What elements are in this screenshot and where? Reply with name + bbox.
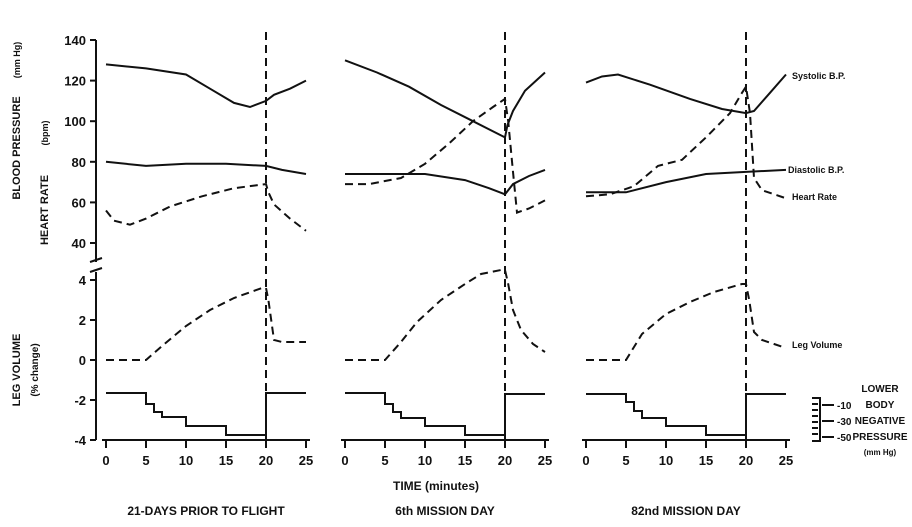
x-tick-label: 10 [418, 453, 432, 468]
heart-rate-line [105, 182, 307, 232]
panel-title: 82nd MISSION DAY [631, 504, 741, 518]
x-tick-label: 15 [458, 453, 472, 468]
x-tick-label: 15 [699, 453, 713, 468]
upper-y-unit-hr: (bpm) [40, 121, 50, 146]
leg-volume-line [345, 269, 546, 361]
lbnp-level-30: -30 [837, 417, 852, 428]
upper-y-tick-label: 40 [72, 236, 86, 251]
x-tick-label: 10 [179, 453, 193, 468]
panel-title: 6th MISSION DAY [395, 504, 495, 518]
lbnp-level-10: -10 [837, 401, 852, 412]
label-diastolic: Diastolic B.P. [788, 165, 844, 175]
heart-rate-line [585, 83, 787, 200]
label-systolic: Systolic B.P. [792, 71, 845, 81]
label-leg-volume: Leg Volume [792, 340, 842, 350]
systolic-line [344, 59, 546, 139]
lower-y-tick-label: 4 [79, 273, 87, 288]
x-tick-label: 10 [659, 453, 673, 468]
x-tick-label: 25 [299, 453, 313, 468]
upper-y-tick-label: 120 [64, 74, 86, 89]
diastolic-line [586, 168, 787, 194]
upper-y-tick-label: 140 [64, 33, 86, 48]
lower-y-tick-label: 2 [79, 313, 86, 328]
lbnp-step-line [106, 392, 306, 436]
upper-y-unit-bp: (mm Hg) [12, 42, 22, 79]
label-heart-rate: Heart Rate [792, 192, 837, 202]
x-tick-label: 0 [582, 453, 589, 468]
x-tick-label: 5 [622, 453, 629, 468]
x-tick-label: 0 [341, 453, 348, 468]
x-tick-label: 20 [498, 453, 512, 468]
x-tick-label: 25 [779, 453, 793, 468]
x-tick-label: 25 [538, 453, 552, 468]
diastolic-line [345, 168, 546, 196]
upper-y-tick-label: 80 [72, 155, 86, 170]
heart-rate-line [345, 97, 546, 214]
x-axis-label: TIME (minutes) [393, 479, 479, 493]
lower-y-unit: (% change) [30, 343, 41, 396]
lbnp-level-50: -50 [837, 433, 852, 444]
panel-title: 21-DAYS PRIOR TO FLIGHT [127, 504, 285, 518]
lbnp-step-line [345, 392, 545, 436]
x-tick-label: 5 [142, 453, 149, 468]
lbnp-title-1: LOWER [861, 384, 899, 395]
upper-y-tick-label: 60 [72, 195, 86, 210]
lower-y-tick-label: -2 [74, 393, 86, 408]
diastolic-line [105, 160, 307, 175]
lower-y-label: LEG VOLUME [11, 334, 23, 407]
x-tick-label: 20 [259, 453, 273, 468]
x-tick-label: 15 [219, 453, 233, 468]
x-tick-label: 5 [381, 453, 388, 468]
lbnp-legend: LOWER BODY NEGATIVE PRESSURE (mm Hg) -10… [812, 384, 908, 457]
leg-volume-line [106, 287, 306, 361]
lower-y-tick-label: -4 [74, 433, 86, 448]
lbnp-scale-bracket [812, 397, 821, 442]
lbnp-title-5: (mm Hg) [864, 448, 897, 457]
lbnp-step-line [586, 393, 786, 436]
x-tick-label: 20 [739, 453, 753, 468]
upper-y-label-hr: HEART RATE [39, 175, 51, 245]
lbnp-title-3: NEGATIVE [855, 416, 906, 427]
upper-y-label-bp: BLOOD PRESSURE [11, 96, 23, 199]
upper-y-tick-label: 100 [64, 114, 86, 129]
lower-y-tick-label: 0 [79, 353, 86, 368]
x-tick-label: 0 [102, 453, 109, 468]
axis-break-mark [89, 257, 103, 273]
leg-volume-line [586, 283, 787, 361]
systolic-line [585, 73, 787, 115]
lbnp-title-4: PRESSURE [852, 432, 907, 443]
lbnp-title-2: BODY [866, 400, 895, 411]
systolic-line [105, 63, 307, 109]
